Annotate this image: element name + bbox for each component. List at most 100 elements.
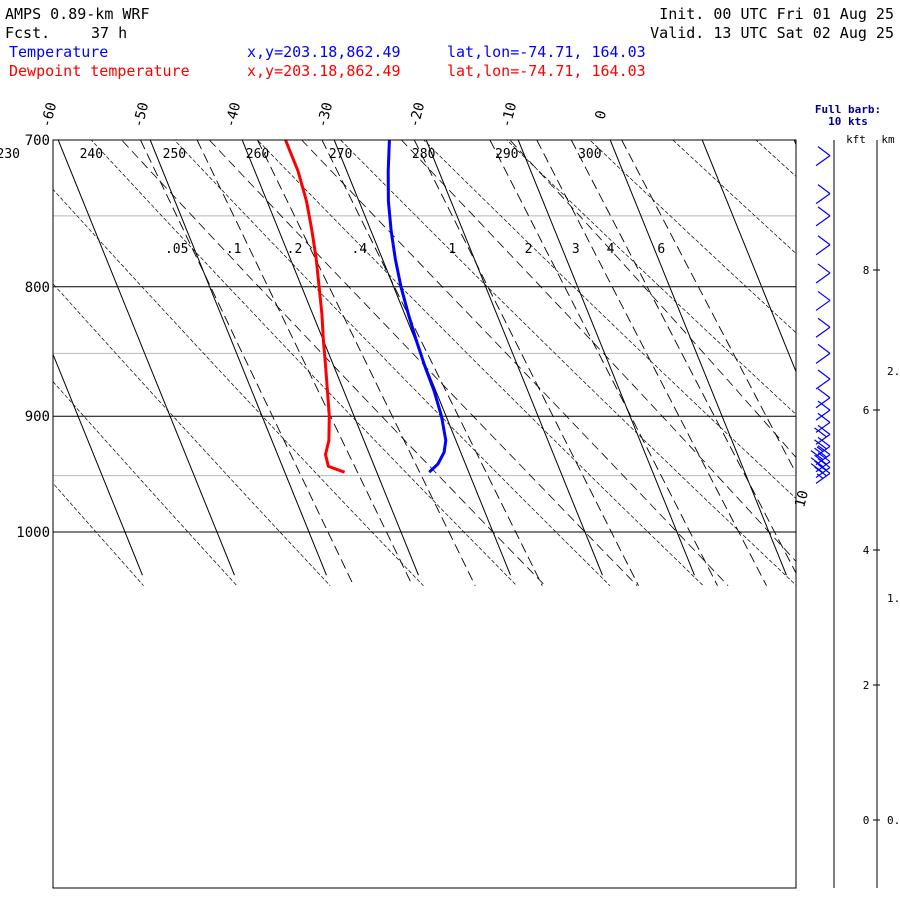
wind-barb-staff [815,155,831,167]
wind-barb-flag [817,436,831,447]
wind-barb-flag [817,184,831,195]
moist-adiabat-line [301,140,729,586]
pressure-tick-label: 700 [25,133,50,149]
model-title: AMPS 0.89-km WRF [5,5,150,23]
wind-barb-staff [815,215,831,227]
kft-tick-label: 8 [863,264,870,277]
isotherm-label: -50 [130,101,152,130]
dry-adiabat-label: 250 [163,147,186,162]
wind-barb-staff [815,326,831,338]
wind-barb [815,369,831,390]
isotherm-label: 0 [593,109,611,121]
wind-barb-staff [815,397,831,409]
isotherm-line [0,140,50,575]
mixing-ratio-line [489,140,718,586]
km-tick-label: 2. [887,365,900,378]
wind-barb-flag [810,450,824,461]
series-line-dewpoint-temperature [284,140,346,474]
mixing-ratio-label: 2 [525,242,533,257]
wind-barb-staff [815,409,831,421]
pressure-tick-label: 1000 [16,525,50,541]
dry-adiabat-label: 270 [329,147,352,162]
wind-barb-flag [814,447,827,458]
isotherms [0,140,796,576]
mixing-ratio-label: .4 [352,242,368,257]
dry-adiabat-line [672,140,796,254]
valid-time: Valid. 13 UTC Sat 02 Aug 25 [650,24,894,42]
wind-barb [815,290,831,311]
wind-barb-flag [817,463,831,474]
isotherm-line [793,140,796,146]
dry-adiabat-line [506,140,796,415]
barb-key-title: Full barb: [815,103,881,116]
wind-barb-flag [817,458,831,469]
kft-label: kft [846,133,866,146]
mixing-ratio-line [140,140,355,586]
mixing-ratio-line [196,140,413,586]
background-grid [53,140,796,533]
chart-labels: 7008009001000-70-60-50-40-30-20-10022023… [0,101,812,541]
mixing-ratio-line [570,140,796,575]
moist-adiabat-label: 10 [792,489,812,509]
isotherm-line [149,140,327,576]
barb-key-speed: 10 kts [828,115,868,128]
wind-barb [814,436,831,457]
dry-adiabat-label: 240 [80,147,103,162]
dry-adiabat-label: 300 [578,147,601,162]
km-tick-label: 1. [887,592,900,605]
legend-temperature-latlon: lat,lon=-74.71, 164.03 [447,43,646,61]
wind-barb [815,263,831,284]
wind-barb [815,206,831,227]
wind-barb-flag [817,412,831,423]
isotherm-line [53,352,143,576]
fcst-value: 37 h [91,24,127,42]
isotherm-label: -30 [314,101,336,130]
mixing-ratio-label: .05 [165,242,188,257]
dry-adiabat-label: 280 [412,147,435,162]
mixing-ratio-label: 4 [607,242,615,257]
isotherm-line [701,140,796,373]
moist-adiabats [121,140,796,586]
wind-barb-flag [817,290,831,301]
wind-barb [815,235,831,256]
mixing-ratio-line [536,140,767,586]
mixing-ratio-label: 1 [448,242,456,257]
wind-barb-flag [817,369,831,380]
mixing-ratio-label: .1 [226,242,242,257]
moist-adiabat-line [400,140,796,563]
dry-adiabat-line [423,140,796,499]
mixing-ratio-label: 6 [657,242,665,257]
wind-barb-flag [817,263,831,274]
mixing-ratio-line [321,140,543,586]
wind-barb [815,388,831,409]
series-line-temperature [386,140,448,474]
mixing-ratio-line [621,140,796,475]
wind-barbs [810,146,831,484]
dry-adiabat-label: 230 [0,147,20,162]
mixing-ratio-label: 3 [572,242,580,257]
init-time: Init. 00 UTC Fri 01 Aug 25 [659,5,894,23]
plot-frame [52,139,797,889]
wind-barb [814,463,831,484]
wind-barb-flag [817,400,831,411]
dry-adiabat-line [257,140,704,586]
wind-barb-staff [815,352,831,364]
wind-barb-staff [815,244,831,256]
isotherm-label: -60 [38,101,60,130]
wind-barb-flag [817,424,831,435]
dry-adiabat-line [53,482,144,586]
wind-barb [815,317,831,338]
isotherm-line [425,140,603,576]
wind-barb-flag [814,427,827,438]
isotherm-line [241,140,419,576]
wind-barb-staff [815,272,831,284]
kft-tick-label: 6 [863,404,870,417]
isotherm-label: -10 [498,101,520,130]
isotherm-line [609,140,787,576]
wind-barb-flag [817,343,831,354]
wind-barb-half-flag [816,473,824,479]
isotherm-line [517,140,695,576]
wind-barb-flag [814,466,827,477]
wind-barb [815,343,831,364]
